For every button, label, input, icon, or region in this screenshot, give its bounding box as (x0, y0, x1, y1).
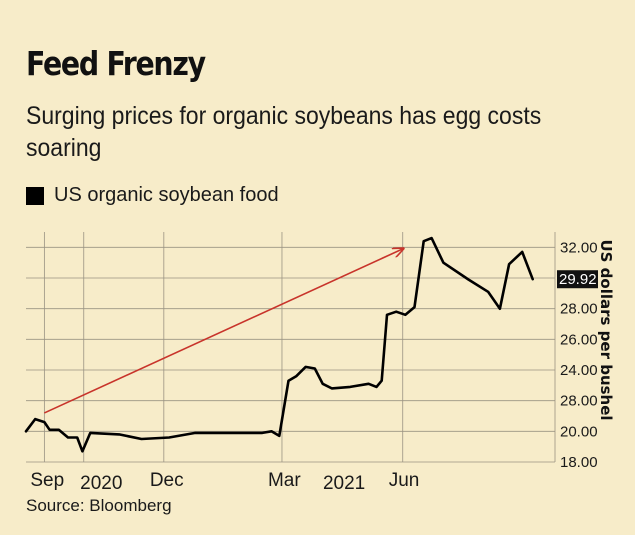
source-note: Source: Bloomberg (26, 496, 172, 515)
data-point (34, 418, 36, 420)
legend-label: US organic soybean food (54, 184, 279, 206)
legend: US organic soybean food (26, 184, 279, 207)
data-point (349, 386, 351, 388)
x-tick-label: Dec (150, 470, 184, 491)
data-point (532, 278, 534, 280)
x-tick-label: Mar (268, 470, 301, 491)
data-point (386, 314, 388, 316)
chart-title: Feed Frenzy (26, 44, 206, 83)
data-point (81, 450, 84, 452)
data-point (404, 314, 406, 316)
data-point (322, 383, 324, 385)
chart-subtitle: Surging prices for organic soybeans has … (26, 102, 542, 162)
series-line (24, 236, 534, 453)
data-point (368, 383, 370, 385)
y-axis: 18.00 20.00 28.00 24.00 26.00 28.00 32.00 (560, 239, 598, 471)
y-axis-title: US dollars per bushel (597, 239, 615, 420)
data-point (508, 263, 510, 265)
data-point (314, 367, 316, 370)
data-point (381, 380, 383, 382)
data-point (413, 306, 416, 308)
grid-lines (26, 232, 556, 463)
data-point (25, 430, 27, 432)
data-point (140, 438, 143, 440)
x-tick-label: Jun (389, 470, 420, 491)
data-point (270, 430, 273, 432)
y-tick-label: 28.00 (560, 393, 598, 410)
data-point (375, 386, 378, 388)
data-point (118, 433, 120, 435)
y-tick-label: 28.00 (560, 301, 598, 318)
data-point (487, 291, 489, 293)
last-value-label: 29.92 (559, 271, 597, 288)
last-value-box (557, 270, 598, 289)
data-point (249, 432, 252, 434)
data-point (89, 432, 91, 434)
data-point (331, 387, 333, 389)
x-tick-label: Sep (30, 470, 64, 491)
trend-arrow (44, 249, 402, 414)
data-point (395, 311, 397, 313)
legend-swatch (26, 186, 44, 205)
data-point (287, 380, 290, 382)
data-point (194, 432, 196, 434)
data-point (222, 432, 224, 434)
data-point (431, 237, 433, 239)
data-point (76, 436, 78, 439)
annotations (44, 249, 402, 414)
data-point (442, 262, 445, 264)
data-point (499, 308, 501, 310)
data-point (521, 251, 523, 253)
y-tick-label: 32.00 (560, 239, 598, 256)
data-point (49, 429, 51, 431)
y-tick-label: 26.00 (560, 331, 598, 348)
data-point (67, 436, 69, 439)
data-point (423, 240, 425, 242)
data-point (43, 421, 45, 423)
data-point (261, 432, 263, 434)
x-axis: Sep Dec Mar Jun 2020 2021 (30, 470, 419, 494)
data-point (295, 375, 298, 377)
data-point (278, 435, 280, 437)
year-label: 2021 (323, 473, 365, 494)
series-layer (24, 236, 534, 453)
y-tick-label: 18.00 (560, 454, 598, 471)
year-label: 2020 (80, 473, 122, 494)
y-tick-label: 20.00 (560, 423, 598, 440)
last-value-marker: 29.92 (557, 270, 598, 289)
data-point (304, 366, 307, 368)
data-point (168, 436, 170, 439)
y-tick-label: 24.00 (560, 362, 598, 379)
data-point (467, 278, 469, 281)
data-point (58, 429, 60, 431)
